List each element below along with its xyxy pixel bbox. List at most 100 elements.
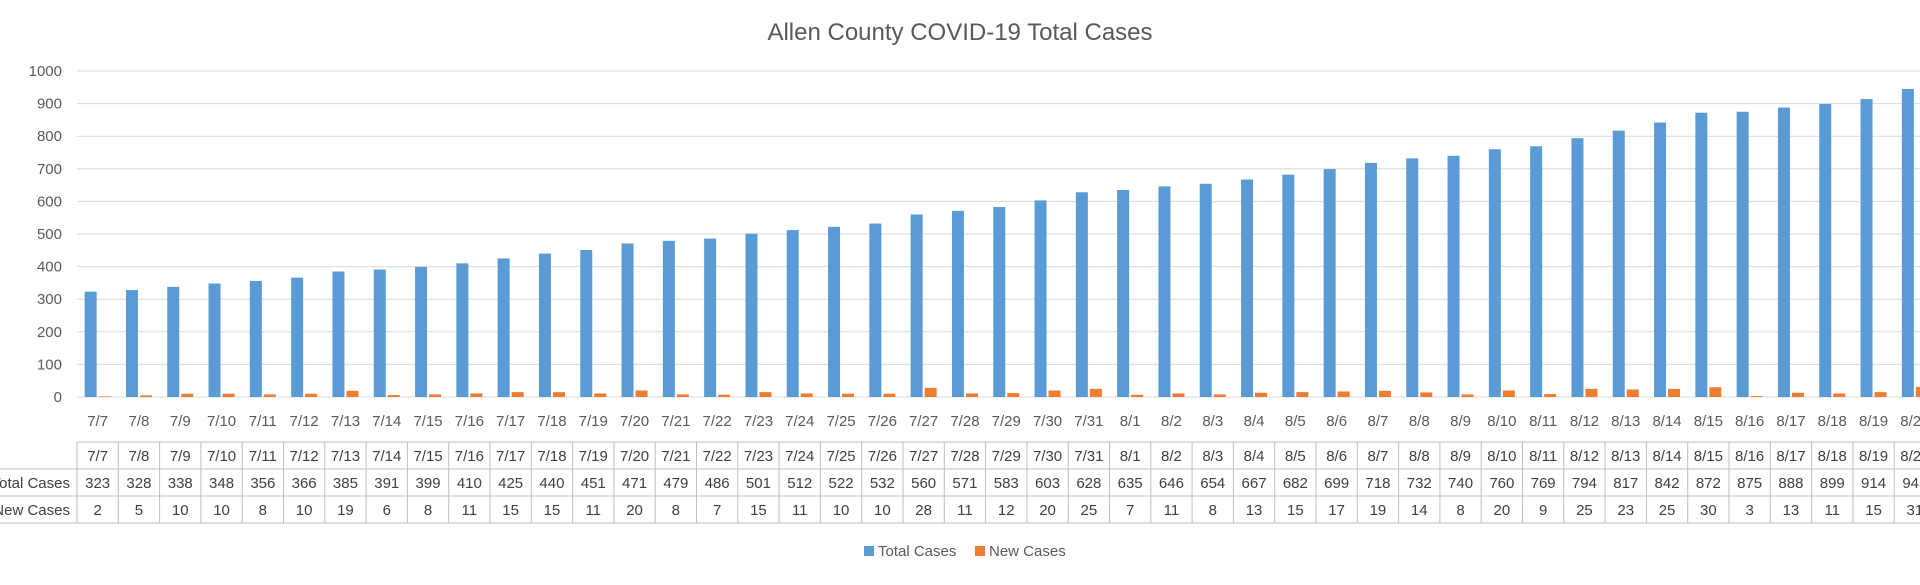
table-cell: 10 — [213, 502, 230, 519]
x-tick-label: 8/17 — [1776, 413, 1805, 430]
bar-total-cases — [951, 210, 964, 397]
table-cell: 512 — [787, 475, 812, 492]
x-tick-label: 8/12 — [1570, 413, 1599, 430]
table-cell: 646 — [1159, 475, 1184, 492]
table-cell: 10 — [833, 502, 850, 519]
table-cell: 338 — [168, 475, 193, 492]
y-tick-label: 400 — [37, 259, 62, 276]
table-cell: 7/21 — [661, 448, 690, 465]
table-cell: 479 — [663, 475, 688, 492]
x-tick-label: 8/9 — [1450, 413, 1471, 430]
table-cell: 7 — [1126, 502, 1134, 519]
table-cell: 11 — [1164, 502, 1180, 519]
table-cell: 571 — [952, 475, 977, 492]
bar-new-cases — [1668, 388, 1681, 397]
table-cell: 7/11 — [249, 448, 277, 465]
bar-new-cases — [1833, 393, 1846, 397]
bar-total-cases — [84, 291, 97, 397]
x-tick-label: 8/14 — [1652, 413, 1681, 430]
bar-new-cases — [552, 392, 565, 397]
table-cell: 603 — [1035, 475, 1060, 492]
bar-total-cases — [1777, 107, 1790, 398]
x-tick-label: 8/15 — [1694, 413, 1723, 430]
x-tick-label: 7/24 — [785, 413, 814, 430]
table-cell: 8 — [259, 502, 267, 519]
bar-new-cases — [181, 393, 194, 397]
bar-new-cases — [1255, 392, 1268, 397]
bar-new-cases — [429, 394, 442, 397]
x-tick-label: 7/26 — [868, 413, 897, 430]
x-tick-label: 7/12 — [290, 413, 319, 430]
table-cell: 20 — [1494, 502, 1511, 519]
table-cell: 532 — [870, 475, 895, 492]
table-cell: 12 — [998, 502, 1015, 519]
table-cell: 10 — [874, 502, 891, 519]
bar-total-cases — [1034, 200, 1047, 397]
table-cell: 628 — [1076, 475, 1101, 492]
bar-new-cases — [759, 392, 772, 397]
table-cell: 28 — [915, 502, 932, 519]
bar-new-cases — [800, 393, 813, 397]
bar-total-cases — [1819, 103, 1832, 398]
table-cell: 7/7 — [87, 448, 108, 465]
bar-total-cases — [869, 223, 882, 397]
x-tick-label: 8/19 — [1859, 413, 1888, 430]
y-tick-label: 100 — [37, 356, 62, 373]
y-tick-label: 200 — [37, 324, 62, 341]
bar-new-cases — [718, 394, 731, 397]
legend-swatch — [864, 546, 874, 556]
x-tick-label: 7/8 — [129, 413, 150, 430]
bar-total-cases — [828, 226, 841, 397]
table-cell: 7 — [713, 502, 721, 519]
table-cell: 3 — [1745, 502, 1753, 519]
bar-total-cases — [125, 290, 138, 397]
table-cell: 25 — [1081, 502, 1098, 519]
table-cell: 8/14 — [1652, 448, 1681, 465]
x-tick-label: 7/27 — [909, 413, 938, 430]
x-tick-label: 7/30 — [1033, 413, 1062, 430]
bar-new-cases — [98, 396, 111, 397]
table-cell: 583 — [994, 475, 1019, 492]
table-cell: 451 — [581, 475, 606, 492]
table-cell: 740 — [1448, 475, 1473, 492]
x-tick-label: 7/16 — [455, 413, 484, 430]
bar-new-cases — [470, 393, 483, 397]
table-cell: 914 — [1861, 475, 1886, 492]
bar-total-cases — [621, 243, 634, 397]
table-cell: 440 — [539, 475, 564, 492]
table-cell: 7/28 — [950, 448, 979, 465]
table-cell: 842 — [1655, 475, 1680, 492]
table-cell: 15 — [502, 502, 519, 519]
table-cell: 19 — [1370, 502, 1387, 519]
bar-total-cases — [662, 240, 675, 397]
table-row-label: New Cases — [0, 502, 70, 519]
x-tick-label: 7/17 — [496, 413, 525, 430]
table-cell: 17 — [1328, 502, 1345, 519]
x-tick-label: 7/11 — [249, 413, 277, 430]
table-cell: 718 — [1365, 475, 1390, 492]
x-tick-label: 8/10 — [1487, 413, 1516, 430]
table-cell: 8/19 — [1859, 448, 1888, 465]
x-tick-label: 8/20 — [1900, 413, 1920, 430]
table-cell: 10 — [172, 502, 189, 519]
table-cell: 13 — [1783, 502, 1800, 519]
table-cell: 8/5 — [1285, 448, 1306, 465]
table-cell: 667 — [1242, 475, 1267, 492]
bar-total-cases — [1860, 99, 1873, 397]
table-cell: 8/17 — [1776, 448, 1805, 465]
table-cell: 7/10 — [207, 448, 236, 465]
bar-total-cases — [745, 233, 758, 397]
bar-new-cases — [1172, 393, 1185, 397]
bar-new-cases — [1461, 394, 1474, 397]
table-cell: 635 — [1118, 475, 1143, 492]
x-tick-label: 7/7 — [87, 413, 108, 430]
table-cell: 366 — [292, 475, 317, 492]
bar-new-cases — [924, 387, 937, 397]
bar-new-cases — [1213, 394, 1226, 397]
bar-new-cases — [222, 393, 235, 397]
table-cell: 399 — [416, 475, 441, 492]
bar-total-cases — [1901, 88, 1914, 398]
bar-total-cases — [1447, 155, 1460, 397]
bar-total-cases — [497, 258, 510, 397]
bar-total-cases — [1282, 174, 1295, 397]
